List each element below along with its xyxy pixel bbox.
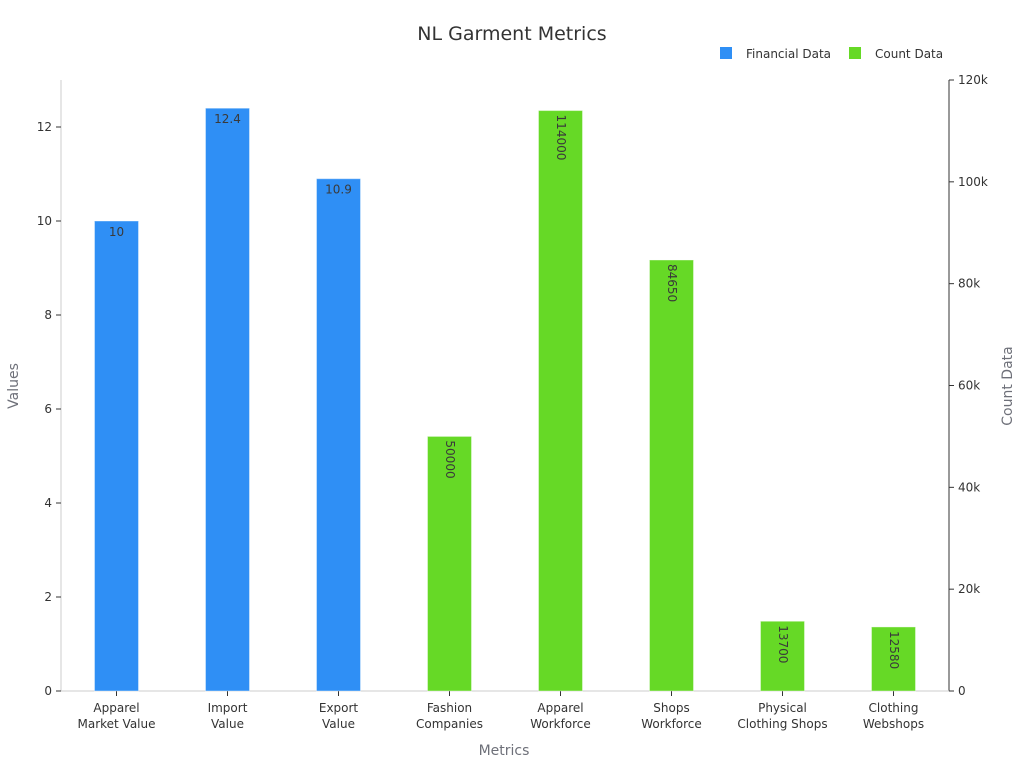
count-data-bar	[538, 110, 583, 692]
bars	[94, 107, 916, 692]
x-tick-label: Fashion Companies	[416, 701, 483, 731]
y-axis-title: Values	[6, 363, 22, 409]
y-tick-label: 10	[37, 214, 52, 228]
y-tick-label: 4	[44, 496, 52, 510]
bar-data-label: 12.4	[214, 112, 241, 126]
x-tick-label: Clothing Webshops	[863, 701, 924, 731]
legend: Financial Data Count Data	[720, 47, 943, 61]
y-tick-label: 8	[44, 308, 52, 322]
y2-tick-label: 80k	[958, 277, 980, 291]
y2-axis-title: Count Data	[1000, 346, 1016, 425]
chart-title: NL Garment Metrics	[417, 23, 606, 45]
axes	[56, 79, 954, 696]
y-tick-label: 0	[44, 684, 52, 698]
x-tick-label: Apparel Workforce	[530, 701, 591, 731]
x-tick-label: Import Value	[208, 701, 248, 731]
y-tick-label: 12	[37, 120, 52, 134]
financial-data-bar	[94, 220, 139, 692]
financial-data-bar	[205, 107, 250, 692]
bar-data-label: 10	[109, 225, 124, 239]
legend-swatch-financial	[720, 47, 732, 59]
bar-data-label: 114000	[554, 115, 568, 161]
x-tick-label: Apparel Market Value	[77, 701, 155, 731]
count-data-bar	[649, 259, 694, 692]
y-tick-label: 6	[44, 402, 52, 416]
x-tick-label: Export Value	[319, 701, 359, 731]
bar-labels: 10 12.4 10.9 50000 114000 84650 13700 12580	[109, 112, 901, 669]
tick-labels: 0 2 4 6 8 10 12 0 20k 40k 60k 80k 100k 120k Apparel Mar…	[37, 73, 988, 731]
bar-data-label: 13700	[776, 625, 790, 663]
legend-label-count: Count Data	[875, 47, 943, 61]
y2-tick-label: 60k	[958, 379, 980, 393]
bar-data-label: 10.9	[325, 183, 352, 197]
y2-tick-label: 0	[958, 684, 966, 698]
bar-data-label: 12580	[887, 631, 901, 669]
bar-data-label: 84650	[665, 264, 679, 302]
financial-data-bar	[316, 178, 361, 692]
x-tick-label: Shops Workforce	[641, 701, 702, 731]
legend-label-financial: Financial Data	[746, 47, 831, 61]
y-tick-label: 2	[44, 590, 52, 604]
bar-data-label: 50000	[443, 440, 457, 478]
y2-tick-label: 40k	[958, 480, 980, 494]
count-data-bar	[427, 435, 472, 692]
count-data-bar	[871, 626, 916, 692]
y2-tick-label: 100k	[958, 175, 988, 189]
y2-tick-label: 120k	[958, 73, 988, 87]
y2-tick-label: 20k	[958, 582, 980, 596]
x-axis-title: Metrics	[479, 743, 530, 759]
legend-swatch-count	[849, 47, 861, 59]
count-data-bar	[760, 620, 805, 692]
x-tick-label: Physical Clothing Shops	[737, 701, 827, 731]
